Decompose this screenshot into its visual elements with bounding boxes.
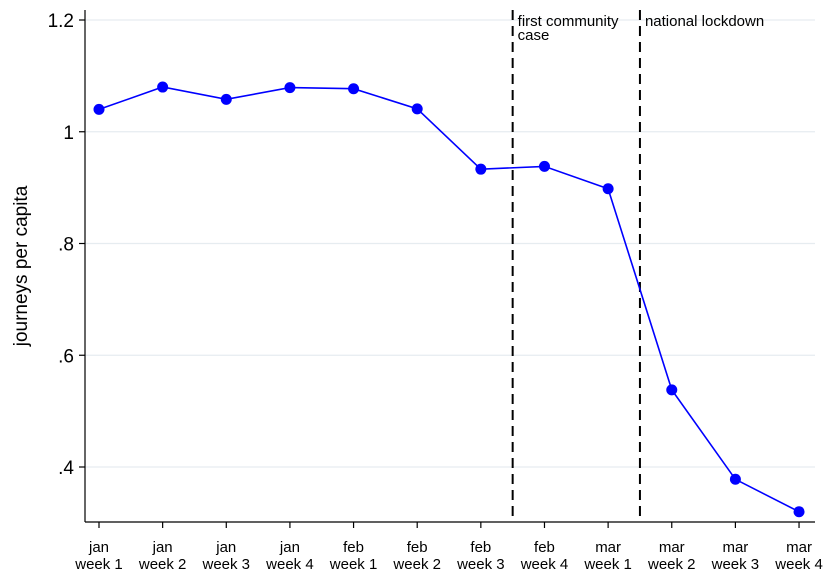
data-point	[411, 103, 423, 115]
x-tick-label-month: jan	[279, 539, 300, 556]
x-tick-label-month: mar	[786, 539, 812, 556]
x-tick-label-week: week 2	[647, 556, 696, 573]
x-tick-label-month: mar	[722, 539, 748, 556]
x-tick-label-week: week 3	[711, 556, 760, 573]
x-tick-label-week: week 4	[774, 556, 823, 573]
axes	[84, 10, 815, 523]
x-tick-label-month: mar	[595, 539, 621, 556]
y-tick-label: .6	[58, 346, 74, 367]
x-tick-label-week: week 4	[265, 556, 314, 573]
x-tick-label-week: week 2	[392, 556, 441, 573]
x-tick-label-week: week 2	[138, 556, 187, 573]
data-point	[793, 506, 805, 518]
event-label: national lockdown	[645, 13, 764, 30]
y-tick-label: .4	[58, 458, 74, 479]
gridlines	[85, 19, 815, 468]
x-tick-label-month: feb	[407, 539, 428, 556]
data-point	[729, 473, 741, 485]
data-point	[475, 163, 487, 175]
x-tick-label-week: week 3	[456, 556, 505, 573]
series-line	[98, 86, 800, 513]
data-point	[538, 160, 550, 172]
event-label: case	[518, 27, 550, 44]
x-tick-label-week: week 1	[329, 556, 378, 573]
data-point	[93, 103, 105, 115]
data-point	[348, 83, 360, 95]
y-ticks: .4 .6 .8 1 1.2	[48, 11, 85, 479]
x-tick-label-week: week 1	[74, 556, 123, 573]
data-point	[602, 183, 614, 195]
x-tick-label-month: feb	[343, 539, 364, 556]
event-label: first community	[518, 13, 619, 30]
series	[93, 81, 805, 518]
data-point	[666, 384, 678, 396]
y-tick-label: 1.2	[48, 11, 74, 32]
x-tick-label-month: jan	[152, 539, 173, 556]
x-tick-label-week: week 1	[583, 556, 632, 573]
x-tick-label-month: feb	[534, 539, 555, 556]
data-point	[220, 93, 232, 105]
y-tick-label: 1	[63, 123, 74, 144]
x-tick-label-month: jan	[88, 539, 109, 556]
x-tick-label-month: feb	[470, 539, 491, 556]
x-tick-label-month: jan	[215, 539, 236, 556]
x-tick-label-week: week 4	[520, 556, 569, 573]
x-tick-label-week: week 3	[202, 556, 251, 573]
x-tick-label-month: mar	[659, 539, 685, 556]
data-point	[157, 81, 169, 93]
y-axis-title: journeys per capita	[11, 185, 32, 347]
y-tick-label: .8	[58, 235, 74, 256]
data-point	[284, 82, 296, 94]
